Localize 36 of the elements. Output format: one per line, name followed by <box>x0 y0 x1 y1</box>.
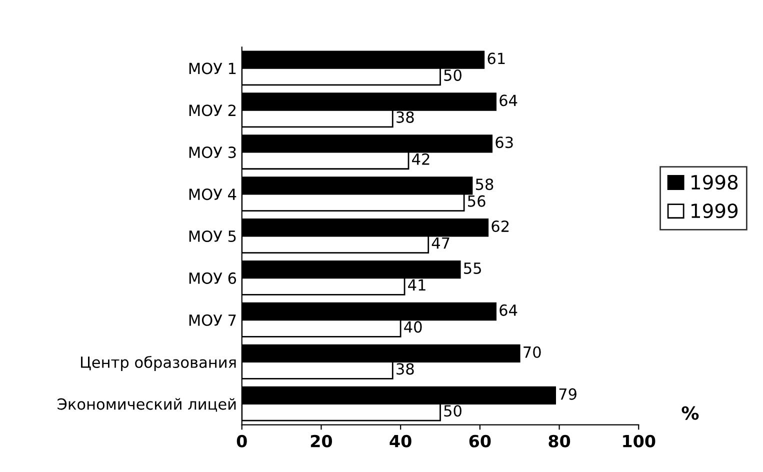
x-tick-label: 100 <box>623 434 656 448</box>
data-label: 63 <box>496 136 513 148</box>
x-tick-label: 40 <box>390 434 412 448</box>
data-label: 64 <box>500 94 518 106</box>
data-label: 64 <box>500 304 518 316</box>
data-label: 38 <box>396 111 414 123</box>
y-tick-label: МОУ 7 <box>189 314 236 326</box>
data-label: 47 <box>432 237 450 249</box>
data-label: 42 <box>412 153 430 165</box>
y-tick-label: МОУ 2 <box>189 104 236 116</box>
data-label: 79 <box>559 388 576 400</box>
data-label: 41 <box>408 279 426 291</box>
y-tick-label: МОУ 6 <box>189 272 236 284</box>
data-label: 50 <box>444 69 462 81</box>
data-label: 56 <box>468 195 486 207</box>
x-tick-label: 60 <box>469 434 491 448</box>
data-label: 50 <box>444 405 462 417</box>
y-tick-label: МОУ 4 <box>189 188 236 200</box>
x-tick-label: 20 <box>310 434 332 448</box>
y-tick-label: Центр образования <box>81 356 236 371</box>
data-label: 62 <box>492 220 509 232</box>
y-tick-label: Экономический лицей <box>58 398 236 412</box>
y-tick-label: МОУ 5 <box>189 230 236 242</box>
x-tick-label: 80 <box>548 434 570 448</box>
data-label: 40 <box>404 321 422 333</box>
legend-label: 1998 <box>692 174 738 190</box>
data-label: 38 <box>396 363 414 375</box>
data-label: 58 <box>476 178 494 190</box>
data-label: 61 <box>488 52 505 64</box>
data-label: 70 <box>524 346 541 358</box>
y-tick-label: МОУ 1 <box>189 62 236 74</box>
y-tick-label: МОУ 3 <box>189 146 236 158</box>
legend-label: 1999 <box>692 203 738 218</box>
x-axis-title: % <box>682 406 699 420</box>
x-tick-label: 0 <box>236 434 247 448</box>
data-label: 55 <box>464 262 481 274</box>
